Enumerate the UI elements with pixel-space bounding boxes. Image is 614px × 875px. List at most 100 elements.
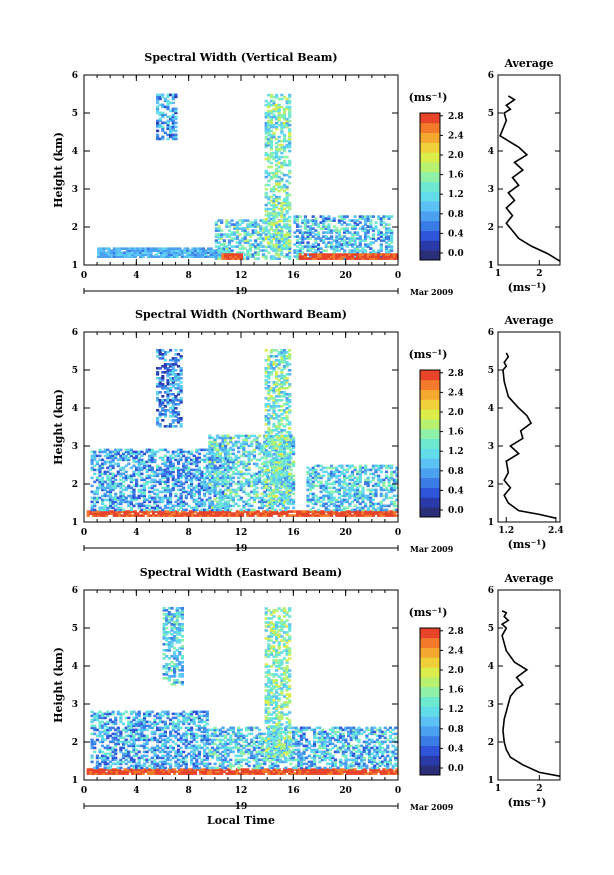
heatmap-cell bbox=[175, 253, 179, 256]
heatmap-cell bbox=[272, 215, 276, 219]
heatmap-cell bbox=[98, 468, 102, 472]
heatmap-cell bbox=[275, 181, 279, 185]
heatmap-cell bbox=[239, 474, 243, 478]
heatmap-cell bbox=[358, 257, 362, 260]
heatmap-cell bbox=[282, 429, 287, 432]
heatmap-cell bbox=[275, 455, 279, 458]
heatmap-cell bbox=[102, 253, 106, 256]
heatmap-cell bbox=[242, 446, 246, 450]
heatmap-cell bbox=[298, 225, 302, 228]
heatmap-cell bbox=[348, 482, 352, 486]
heatmap-cell bbox=[364, 255, 368, 258]
heatmap-cell bbox=[343, 480, 347, 484]
heatmap-cell bbox=[251, 514, 255, 517]
heatmap-cell bbox=[148, 466, 152, 470]
heatmap-cell bbox=[227, 247, 232, 250]
heatmap-cell bbox=[224, 255, 228, 258]
heatmap-cell bbox=[120, 514, 124, 517]
heatmap-cell bbox=[171, 419, 175, 422]
heatmap-cell bbox=[384, 223, 389, 226]
heatmap-cell bbox=[384, 245, 389, 248]
heatmap-cell bbox=[99, 249, 103, 252]
heatmap-cell bbox=[374, 490, 378, 494]
heatmap-cell bbox=[107, 253, 111, 256]
heatmap-cell bbox=[335, 512, 339, 515]
heatmap-cell bbox=[263, 464, 267, 468]
heatmap-cell bbox=[271, 508, 275, 512]
heatmap-cell bbox=[204, 512, 208, 515]
colorbar-swatch bbox=[420, 142, 440, 153]
heatmap-cell bbox=[152, 249, 156, 252]
heatmap-cell bbox=[361, 512, 365, 515]
colorbar-label: 0.8 bbox=[448, 210, 464, 220]
heatmap-cell bbox=[161, 113, 165, 117]
heatmap-cell bbox=[195, 484, 199, 488]
heatmap-cell bbox=[163, 99, 167, 103]
heatmap-cell bbox=[282, 199, 287, 203]
heatmap-cell bbox=[222, 233, 226, 236]
heatmap-cell bbox=[335, 506, 339, 510]
heatmap-cell bbox=[261, 510, 266, 513]
heatmap-cell bbox=[171, 508, 175, 512]
heatmap-cell bbox=[306, 221, 310, 224]
colorbar-label: 2.8 bbox=[448, 112, 464, 122]
heatmap-cell bbox=[275, 475, 279, 478]
heatmap-cell bbox=[280, 207, 284, 211]
heatmap-cell bbox=[128, 512, 132, 515]
heatmap-cell bbox=[156, 506, 160, 510]
heatmap-cell bbox=[277, 201, 281, 205]
heatmap-cell bbox=[101, 508, 105, 512]
heatmap-cell bbox=[280, 493, 284, 496]
heatmap-cell bbox=[350, 249, 355, 252]
heatmap-cell bbox=[248, 512, 252, 515]
heatmap-cell bbox=[306, 241, 310, 244]
heatmap-cell bbox=[337, 480, 341, 484]
heatmap-cell bbox=[156, 466, 160, 470]
heatmap-cell bbox=[208, 490, 212, 494]
heatmap-cell bbox=[390, 500, 394, 504]
heatmap-cell bbox=[216, 472, 220, 476]
heatmap-cell bbox=[282, 367, 287, 370]
heatmap-cell bbox=[112, 510, 116, 513]
heatmap-cell bbox=[348, 241, 352, 244]
heatmap-cell bbox=[322, 514, 326, 517]
heatmap-cell bbox=[104, 510, 109, 513]
heatmap-cell bbox=[311, 215, 315, 218]
heatmap-cell bbox=[229, 476, 233, 480]
heatmap-cell bbox=[280, 151, 284, 155]
heatmap-cell bbox=[103, 486, 107, 490]
heatmap-cell bbox=[275, 417, 279, 420]
heatmap-cell bbox=[288, 411, 292, 414]
heatmap-cell bbox=[156, 504, 160, 508]
heatmap-cell bbox=[114, 496, 118, 500]
heatmap-cell bbox=[210, 508, 215, 512]
heatmap-cell bbox=[163, 470, 167, 474]
heatmap-cell bbox=[288, 243, 292, 247]
heatmap-cell bbox=[252, 448, 256, 452]
avg-y-tick-label: 4 bbox=[488, 147, 494, 157]
heatmap-cell bbox=[227, 225, 232, 228]
heatmap-cell bbox=[174, 413, 178, 416]
heatmap-cell bbox=[306, 233, 310, 236]
heatmap-cell bbox=[197, 478, 201, 482]
heatmap-cell bbox=[335, 480, 339, 484]
heatmap-cell bbox=[169, 458, 173, 462]
heatmap-cell bbox=[309, 225, 313, 228]
heatmap-cell bbox=[264, 405, 268, 408]
heatmap-cell bbox=[267, 403, 271, 406]
heatmap-cell bbox=[267, 363, 271, 366]
heatmap-cell bbox=[364, 510, 368, 513]
heatmap-cell bbox=[217, 514, 221, 517]
heatmap-cell bbox=[319, 251, 323, 254]
heatmap-cell bbox=[327, 504, 331, 508]
heatmap-cell bbox=[235, 221, 239, 224]
heatmap-cell bbox=[384, 496, 389, 500]
heatmap-cell bbox=[324, 506, 328, 510]
heatmap-cell bbox=[269, 235, 273, 239]
heatmap-cell bbox=[258, 478, 262, 482]
heatmap-cell bbox=[142, 498, 147, 502]
heatmap-cell bbox=[267, 427, 271, 430]
heatmap-cell bbox=[161, 395, 165, 398]
heatmap-cell bbox=[356, 476, 360, 480]
heatmap-cell bbox=[98, 508, 102, 512]
